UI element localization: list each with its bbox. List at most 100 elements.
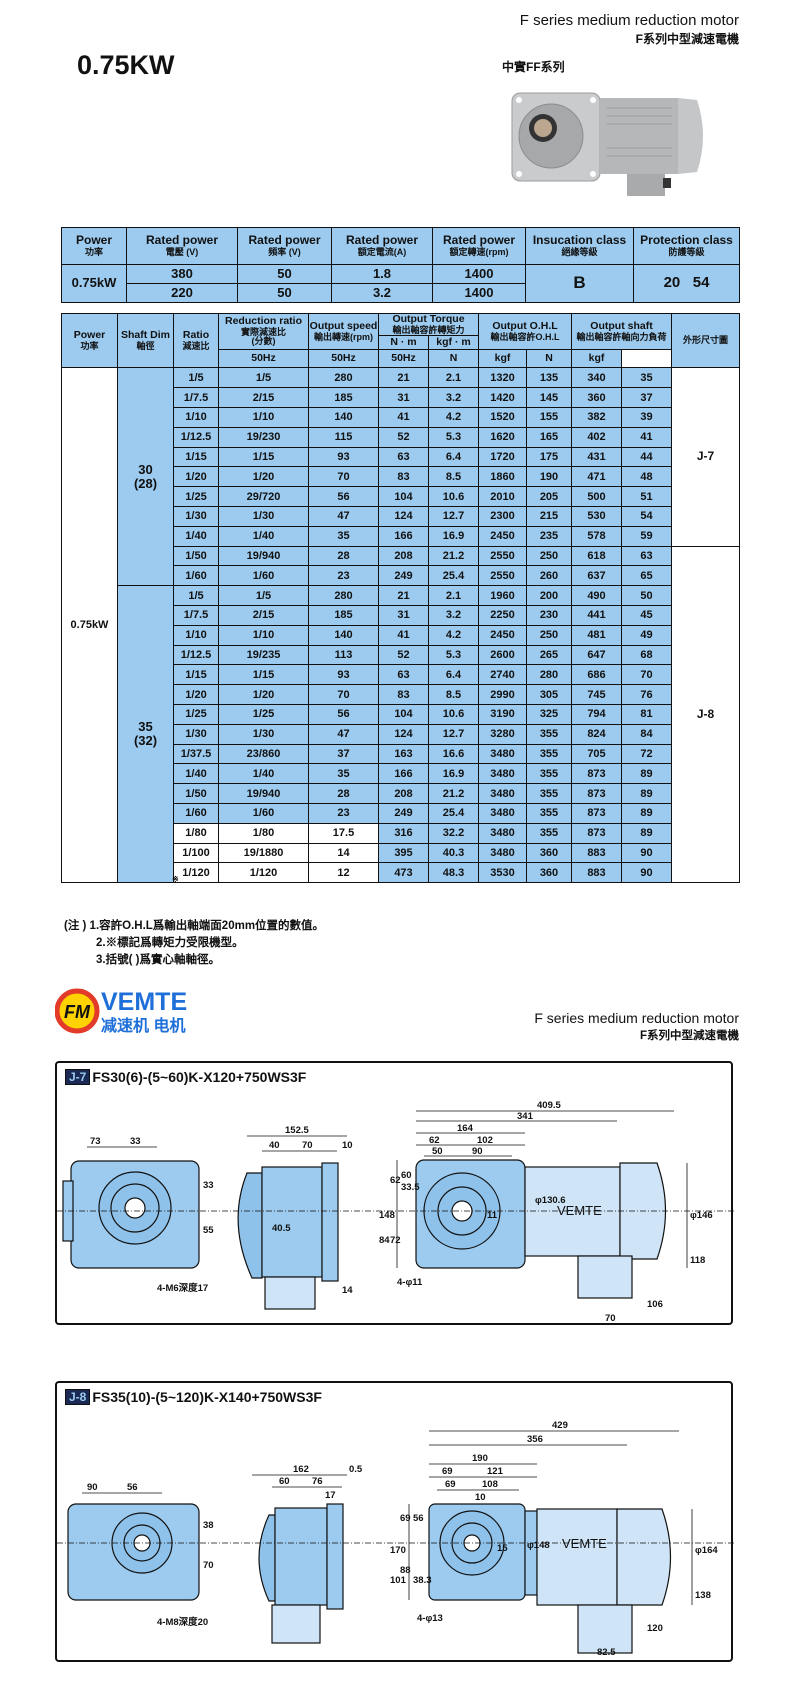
voltage-380: 380 bbox=[126, 264, 238, 284]
reduction-ratio-cell: 1/60 bbox=[218, 565, 309, 587]
dimension-drawing: 73 33 33 55 4-M6深度17 152.5 40 70 10 40.5 14 40… bbox=[57, 1100, 735, 1324]
torque-nm-cell: 63 bbox=[378, 664, 429, 686]
torque-kgfm-cell: 12.7 bbox=[428, 723, 479, 745]
svg-text:4-φ11: 4-φ11 bbox=[397, 1277, 423, 1288]
rpm-1: 1400 bbox=[432, 264, 526, 284]
svg-text:10: 10 bbox=[475, 1492, 486, 1503]
rated-header-4: Rated power 額定轉速(rpm) bbox=[432, 227, 526, 265]
table-row: 1/20 1/20 70 83 8.5 2990 305 745 76 bbox=[61, 684, 740, 705]
torque-nm-cell: 124 bbox=[378, 723, 429, 745]
svg-text:106: 106 bbox=[647, 1299, 663, 1310]
svg-text:φ164: φ164 bbox=[695, 1545, 718, 1556]
ohl-n-cell: 1620 bbox=[478, 426, 527, 448]
output-speed-cell: 28 bbox=[308, 783, 379, 804]
rated-header-0: Power 功率 bbox=[61, 227, 127, 265]
svg-text:4-M6深度17: 4-M6深度17 bbox=[157, 1282, 208, 1294]
protection-class: 20 54 bbox=[633, 264, 740, 303]
svg-text:101: 101 bbox=[390, 1575, 407, 1586]
ohl-n-cell: 2550 bbox=[478, 545, 527, 567]
reduction-ratio-cell: 1/60 bbox=[218, 802, 309, 824]
performance-table: Power 功率 Shaft Dim 軸徑 Ratio 減速比 Reduction r… bbox=[61, 312, 741, 884]
svg-text:162: 162 bbox=[293, 1464, 309, 1475]
ohl-kgf-cell: 360 bbox=[526, 862, 572, 884]
axial-n-cell: 794 bbox=[571, 703, 622, 725]
col-ohl: Output O.H.L 輸出軸容許O.H.L bbox=[478, 312, 572, 351]
axial-n-cell: 745 bbox=[571, 684, 622, 705]
ratio-cell: 1/20 bbox=[173, 684, 219, 705]
torque-kgfm-cell: 8.5 bbox=[428, 684, 479, 705]
torque-kgfm-cell: 3.2 bbox=[428, 605, 479, 626]
outline-drawing-ref[interactable]: J-8 bbox=[671, 545, 741, 884]
col-reduction: Reduction ratio 實際減速比 (分數) bbox=[218, 312, 309, 351]
svg-text:60: 60 bbox=[279, 1476, 290, 1487]
svg-text:148: 148 bbox=[379, 1210, 395, 1221]
reduction-ratio-cell: 1/10 bbox=[218, 624, 309, 646]
ratio-cell: 1/80 bbox=[173, 822, 219, 844]
ohl-n-cell: 1860 bbox=[478, 466, 527, 488]
rated-header-1: Rated power 電壓 (V) bbox=[126, 227, 238, 265]
svg-text:33.5: 33.5 bbox=[401, 1182, 420, 1193]
series-title-cn-2: F系列中型減速電機 bbox=[639, 1030, 739, 1042]
unit-header: N bbox=[526, 349, 572, 369]
table-row: 1/50 19/940 28 208 21.2 2550 250 618 63 J-8 bbox=[61, 545, 741, 884]
axial-kgf-cell: 50 bbox=[620, 585, 673, 606]
ohl-kgf-cell: 355 bbox=[526, 763, 572, 785]
table-row: 1/60 1/60 23 249 25.4 2550 260 637 65 bbox=[61, 565, 740, 587]
ratio-cell: 1/40 bbox=[173, 525, 219, 547]
ohl-n-cell: 2740 bbox=[478, 664, 527, 686]
ohl-kgf-cell: 250 bbox=[526, 545, 572, 567]
axial-kgf-cell: 48 bbox=[620, 466, 673, 488]
svg-text:120: 120 bbox=[647, 1623, 663, 1634]
outline-drawing-ref[interactable]: J-7 bbox=[671, 367, 741, 547]
table-row: 1/80 1/80 17.5 316 32.2 3480 355 873 89 bbox=[61, 822, 740, 844]
axial-n-cell: 873 bbox=[571, 802, 622, 824]
svg-text:82.5: 82.5 bbox=[597, 1647, 616, 1658]
svg-text:VEMTE: VEMTE bbox=[562, 1536, 607, 1551]
note-1: (注 ) 1.容許O.H.L爲輸出軸端面20mm位置的數值。 bbox=[64, 920, 325, 932]
rpm-2: 1400 bbox=[432, 283, 526, 303]
ohl-kgf-cell: 235 bbox=[526, 525, 572, 547]
svg-text:138: 138 bbox=[695, 1590, 711, 1601]
unit-header: 50Hz bbox=[378, 349, 429, 369]
ratio-cell: 1/25 bbox=[173, 486, 219, 508]
axial-kgf-cell: 76 bbox=[620, 684, 673, 705]
ohl-n-cell: 2990 bbox=[478, 684, 527, 705]
svg-text:10: 10 bbox=[342, 1140, 353, 1151]
drawing-j8: J-8 FS35(10)-(5~120)K-X140+750WS3F 90 56 3… bbox=[55, 1381, 735, 1662]
drawing-model: FS30(6)-(5~60)K-X120+750WS3F bbox=[92, 1069, 307, 1085]
ratio-cell: 1/10 bbox=[173, 407, 219, 428]
axial-kgf-cell: 44 bbox=[620, 446, 673, 468]
ohl-kgf-cell: 325 bbox=[526, 703, 572, 725]
table-row: 1/100 19/1880 14 395 40.3 3480 360 883 90 bbox=[61, 842, 740, 864]
torque-nm-cell: 166 bbox=[378, 525, 429, 547]
svg-text:4-M8深度20: 4-M8深度20 bbox=[157, 1616, 208, 1628]
torque-kgfm-cell: 12.7 bbox=[428, 506, 479, 527]
svg-text:62: 62 bbox=[429, 1135, 440, 1146]
torque-kgfm-cell: 4.2 bbox=[428, 624, 479, 646]
ratio-cell: 1/25 bbox=[173, 703, 219, 725]
output-speed-cell: 56 bbox=[308, 486, 379, 508]
svg-text:15: 15 bbox=[497, 1543, 508, 1554]
svg-text:VEMTE: VEMTE bbox=[557, 1203, 602, 1218]
reduction-ratio-cell: 1/20 bbox=[218, 466, 309, 488]
reduction-ratio-cell: 1/5 bbox=[218, 585, 309, 606]
axial-kgf-cell: 51 bbox=[620, 486, 673, 508]
svg-text:164: 164 bbox=[457, 1123, 474, 1134]
axial-kgf-cell: 70 bbox=[620, 664, 673, 686]
axial-n-cell: 618 bbox=[571, 545, 622, 567]
unit-header: 50Hz bbox=[308, 349, 379, 369]
svg-text:84: 84 bbox=[379, 1235, 390, 1246]
table-row: 1/25 1/25 56 104 10.6 3190 325 794 81 bbox=[61, 703, 740, 725]
rated-header-6: Protection class 防護等級 bbox=[633, 227, 740, 265]
axial-n-cell: 402 bbox=[571, 426, 622, 448]
axial-n-cell: 824 bbox=[571, 723, 622, 745]
ohl-kgf-cell: 135 bbox=[526, 367, 572, 389]
torque-kgfm-cell: 21.2 bbox=[428, 545, 479, 567]
rated-header-2: Rated power 頻率 (V) bbox=[237, 227, 332, 265]
svg-text:38: 38 bbox=[203, 1520, 214, 1531]
torque-kgfm-cell: 48.3 bbox=[428, 862, 479, 884]
ohl-n-cell: 3480 bbox=[478, 743, 527, 765]
table-row: 1/60 1/60 23 249 25.4 3480 355 873 89 bbox=[61, 802, 740, 824]
series-title-en-2: F series medium reduction motor bbox=[534, 1010, 739, 1026]
